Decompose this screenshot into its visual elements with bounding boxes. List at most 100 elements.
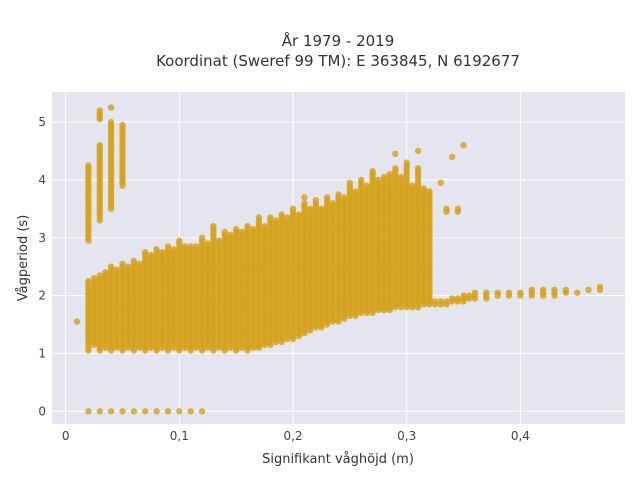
data-point xyxy=(352,188,359,195)
chart-title: År 1979 - 2019 xyxy=(282,31,395,50)
data-point xyxy=(574,289,581,296)
data-point xyxy=(96,408,104,415)
data-point xyxy=(136,260,143,267)
data-point xyxy=(142,408,149,415)
data-point xyxy=(159,249,166,256)
x-tick-label: 0,3 xyxy=(397,429,416,443)
data-point xyxy=(437,298,444,305)
data-point xyxy=(142,249,149,256)
data-point xyxy=(198,234,206,241)
data-points xyxy=(73,104,604,415)
data-point xyxy=(369,168,376,175)
data-point xyxy=(204,240,211,247)
data-point xyxy=(346,179,354,186)
data-point xyxy=(215,237,223,244)
data-point xyxy=(449,153,456,160)
data-point xyxy=(528,286,535,293)
data-point xyxy=(176,408,183,415)
data-point xyxy=(267,214,274,221)
data-point xyxy=(96,142,104,149)
x-tick-label: 0,4 xyxy=(511,429,530,443)
data-point xyxy=(96,272,104,279)
data-point xyxy=(187,408,194,415)
data-point xyxy=(107,104,115,111)
data-point xyxy=(420,185,427,192)
x-tick-label: 0,1 xyxy=(170,429,189,443)
data-point xyxy=(284,214,291,221)
data-point xyxy=(85,408,92,415)
data-point xyxy=(386,170,393,178)
data-point xyxy=(85,162,92,169)
data-point xyxy=(250,225,257,233)
data-point xyxy=(244,223,251,230)
data-point xyxy=(505,289,513,296)
chart-subtitle: Koordinat (Sweref 99 TM): E 363845, N 61… xyxy=(156,52,520,70)
data-point xyxy=(431,298,439,305)
data-point xyxy=(585,286,592,293)
data-point xyxy=(261,223,268,230)
data-point xyxy=(295,211,302,218)
data-point xyxy=(227,231,234,239)
data-point xyxy=(119,260,126,267)
data-point xyxy=(107,118,115,126)
data-point xyxy=(96,107,104,114)
data-point xyxy=(494,289,501,296)
data-point xyxy=(210,223,217,230)
x-axis-label: Signifikant våghöjd (m) xyxy=(262,452,414,467)
data-point xyxy=(90,275,98,282)
data-point xyxy=(170,246,177,253)
data-point xyxy=(437,179,444,186)
data-point xyxy=(341,194,348,201)
data-point xyxy=(466,292,473,299)
data-point xyxy=(198,408,206,415)
data-point xyxy=(454,205,462,212)
data-point xyxy=(301,199,308,207)
data-point xyxy=(562,286,570,293)
data-point xyxy=(363,182,371,189)
data-point xyxy=(187,243,194,250)
data-point xyxy=(414,147,422,155)
data-point xyxy=(392,165,399,172)
data-point xyxy=(449,295,456,302)
data-point xyxy=(73,318,81,325)
data-point xyxy=(460,292,467,299)
y-tick-label: 1 xyxy=(38,346,46,360)
data-point xyxy=(517,289,524,296)
data-point xyxy=(164,408,172,415)
data-point xyxy=(443,205,450,212)
y-tick-label: 0 xyxy=(38,404,46,418)
data-point xyxy=(329,199,336,207)
data-point xyxy=(102,269,109,276)
data-point xyxy=(233,225,240,233)
y-tick-label: 4 xyxy=(38,173,46,187)
y-axis-label: Vågperiod (s) xyxy=(16,215,31,302)
x-tick-label: 0 xyxy=(62,429,70,443)
data-point xyxy=(113,266,121,273)
data-point xyxy=(119,408,126,415)
y-axis-ticks: 0 1 2 3 4 5 xyxy=(38,115,46,418)
data-point xyxy=(301,194,308,201)
data-point xyxy=(596,283,604,291)
y-tick-label: 2 xyxy=(38,289,46,303)
data-point xyxy=(221,228,228,236)
data-point xyxy=(289,205,297,212)
data-point xyxy=(147,251,155,259)
data-point xyxy=(107,408,115,415)
y-tick-label: 3 xyxy=(38,231,46,245)
data-point xyxy=(193,243,200,250)
y-tick-label: 5 xyxy=(38,115,46,129)
data-point xyxy=(539,286,547,293)
data-point xyxy=(551,286,558,293)
data-point xyxy=(318,205,325,212)
data-point xyxy=(454,295,462,302)
data-point xyxy=(181,243,189,250)
data-point xyxy=(85,277,92,285)
data-point xyxy=(414,165,422,172)
data-point xyxy=(426,188,433,195)
data-point xyxy=(323,194,331,201)
data-point xyxy=(335,191,342,198)
data-point xyxy=(443,298,450,305)
data-point xyxy=(306,205,314,212)
data-point xyxy=(255,214,263,221)
